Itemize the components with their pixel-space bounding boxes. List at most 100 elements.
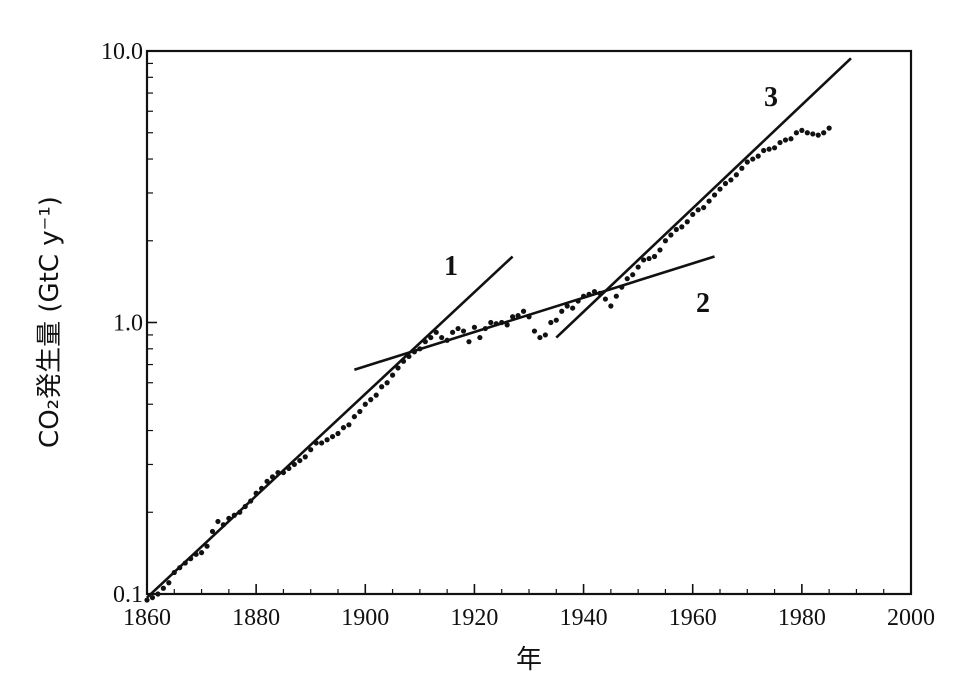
data-point [417, 346, 423, 352]
data-point [177, 565, 183, 571]
data-point [515, 313, 521, 319]
data-point [269, 474, 276, 480]
data-point [149, 594, 156, 601]
data-point [384, 380, 390, 386]
data-point [166, 580, 172, 586]
data-point [493, 321, 499, 327]
x-axis: 1860 1880 1900 1920 1940 1960 1980 2000 [123, 584, 935, 631]
data-point [793, 130, 800, 136]
data-point [815, 132, 821, 138]
fit-line-label: 3 [764, 82, 778, 113]
y-axis-label: CO₂発生量 (GtC y⁻¹) [35, 196, 65, 448]
data-point [351, 414, 357, 420]
data-point [635, 264, 641, 270]
data-point [657, 247, 663, 253]
x-tick-label: 1920 [450, 605, 498, 631]
data-point [286, 465, 292, 472]
data-point [340, 425, 347, 431]
data-point [428, 334, 434, 341]
data-point [400, 358, 407, 364]
x-tick-label: 1960 [669, 605, 717, 631]
data-point [821, 130, 827, 136]
data-point [662, 238, 669, 244]
data-point [346, 422, 352, 428]
data-point [799, 127, 805, 133]
data-point [362, 401, 368, 407]
data-point [455, 325, 461, 332]
data-point [553, 317, 559, 323]
data-point [488, 319, 494, 326]
data-point [215, 518, 221, 525]
fit-line-label: 1 [444, 251, 458, 282]
data-point [602, 296, 609, 302]
x-tick-label: 1860 [123, 605, 171, 631]
data-point [782, 137, 789, 143]
data-point [591, 288, 598, 295]
data-point [155, 591, 161, 597]
x-tick-label: 1880 [232, 605, 280, 631]
data-point [597, 290, 603, 296]
data-point [646, 255, 652, 262]
data-point [630, 272, 636, 278]
data-point [313, 440, 319, 446]
data-point [444, 337, 450, 343]
data-point [471, 324, 478, 330]
data-point [144, 597, 150, 603]
data-point [624, 276, 630, 282]
data-point [204, 543, 210, 549]
data-point [220, 522, 226, 528]
data-point [198, 550, 205, 556]
data-point [706, 198, 712, 204]
data-point [411, 349, 417, 355]
data-point [319, 440, 325, 446]
data-point [750, 156, 756, 162]
data-point [389, 372, 396, 378]
data-point [739, 165, 745, 171]
data-point [755, 153, 761, 159]
data-point [695, 207, 701, 213]
y-tick-label: 0.1 [113, 582, 143, 608]
data-point [761, 147, 767, 154]
data-point [291, 461, 297, 468]
data-point [259, 485, 265, 491]
data-point [531, 328, 538, 334]
fit-line-label: 2 [696, 288, 710, 319]
data-point [460, 328, 467, 334]
data-point [701, 204, 707, 211]
x-axis-label: 年 [516, 645, 542, 675]
fit-line-1 [146, 255, 514, 599]
data-point [368, 397, 374, 403]
data-point [641, 257, 647, 263]
data-point [504, 322, 510, 328]
data-point [182, 560, 188, 566]
fit-line-2 [353, 255, 715, 371]
data-point [308, 447, 314, 453]
data-point [264, 478, 270, 484]
data-point [209, 528, 216, 535]
data-point [733, 172, 739, 178]
data-point [324, 437, 330, 443]
data-point [559, 308, 565, 314]
data-point [379, 384, 385, 390]
data-point [275, 469, 281, 476]
data-point [548, 319, 554, 326]
data-point [777, 139, 783, 146]
x-tick-label: 1980 [778, 605, 826, 631]
x-tick-label: 1940 [560, 605, 608, 631]
data-point [406, 353, 412, 360]
data-point [171, 569, 177, 576]
x-tick-label: 1900 [341, 605, 389, 631]
data-point [673, 226, 679, 233]
data-point [651, 253, 658, 260]
data-point [613, 293, 619, 299]
data-point [160, 585, 166, 591]
data-point [771, 145, 778, 151]
data-point [188, 556, 194, 562]
data-point [804, 130, 810, 136]
data-point [335, 430, 341, 437]
data-point [564, 303, 570, 309]
data-point [510, 314, 516, 320]
fit-lines: 1 2 3 [146, 57, 852, 599]
data-point [242, 503, 248, 510]
